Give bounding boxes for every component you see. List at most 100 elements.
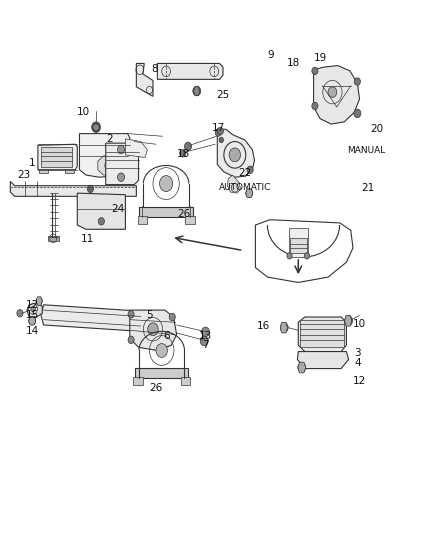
Text: 18: 18: [286, 59, 299, 68]
Polygon shape: [217, 130, 254, 177]
Bar: [39, 169, 48, 173]
Circle shape: [148, 323, 158, 336]
Text: AUTOMATIC: AUTOMATIC: [218, 183, 270, 192]
Text: 12: 12: [352, 376, 365, 386]
Text: 7: 7: [202, 340, 208, 350]
Circle shape: [245, 189, 252, 197]
Circle shape: [17, 310, 23, 317]
Circle shape: [247, 166, 253, 173]
Text: 2: 2: [106, 134, 112, 144]
Bar: [184, 216, 194, 224]
Text: 26: 26: [149, 383, 162, 393]
Circle shape: [304, 253, 309, 259]
Circle shape: [117, 146, 124, 154]
Circle shape: [169, 313, 175, 321]
Circle shape: [311, 67, 317, 75]
Text: 10: 10: [352, 319, 365, 329]
Polygon shape: [92, 124, 99, 131]
Polygon shape: [27, 303, 42, 317]
Circle shape: [297, 363, 305, 372]
Bar: [139, 207, 193, 217]
Polygon shape: [11, 181, 136, 196]
Polygon shape: [125, 139, 147, 158]
Text: 12: 12: [25, 300, 39, 310]
Circle shape: [179, 150, 185, 157]
Text: 19: 19: [313, 53, 326, 63]
Circle shape: [286, 253, 291, 259]
Circle shape: [229, 148, 240, 162]
Text: MANUAL: MANUAL: [346, 146, 385, 155]
Polygon shape: [38, 144, 77, 169]
Text: 9: 9: [267, 50, 274, 60]
Bar: [65, 169, 74, 173]
Polygon shape: [297, 352, 348, 368]
Text: 3: 3: [353, 348, 360, 358]
Text: 15: 15: [25, 310, 39, 320]
Polygon shape: [245, 189, 252, 197]
Text: 22: 22: [238, 168, 251, 179]
Text: 14: 14: [25, 326, 39, 336]
Polygon shape: [297, 362, 305, 373]
Polygon shape: [98, 156, 122, 175]
Text: 24: 24: [111, 204, 124, 214]
Polygon shape: [130, 310, 176, 351]
Bar: [289, 238, 306, 253]
Circle shape: [98, 217, 104, 225]
Bar: [133, 377, 143, 385]
Text: 4: 4: [353, 358, 360, 368]
Circle shape: [128, 336, 134, 344]
Circle shape: [353, 78, 360, 85]
Bar: [135, 368, 187, 378]
Circle shape: [280, 323, 288, 333]
Bar: [288, 228, 307, 257]
Polygon shape: [77, 193, 125, 229]
Text: 13: 13: [198, 330, 212, 341]
Circle shape: [311, 102, 317, 110]
Circle shape: [201, 327, 209, 337]
Circle shape: [107, 163, 113, 168]
Text: 17: 17: [212, 123, 225, 133]
Circle shape: [184, 142, 191, 151]
Text: 8: 8: [151, 64, 158, 74]
Circle shape: [155, 344, 167, 358]
Text: 18: 18: [177, 149, 190, 159]
Bar: [180, 377, 190, 385]
Text: 26: 26: [177, 209, 190, 220]
Polygon shape: [136, 63, 152, 96]
Bar: [300, 320, 343, 348]
Text: 1: 1: [29, 158, 35, 168]
Bar: [138, 216, 147, 224]
Text: 21: 21: [360, 183, 373, 193]
Text: 11: 11: [81, 234, 94, 244]
Text: 20: 20: [370, 124, 383, 134]
Text: 5: 5: [146, 310, 152, 320]
Circle shape: [31, 306, 35, 312]
Text: 23: 23: [17, 170, 30, 180]
Circle shape: [128, 311, 134, 318]
Circle shape: [192, 86, 200, 96]
Circle shape: [92, 122, 100, 133]
Circle shape: [28, 317, 35, 325]
Circle shape: [36, 297, 42, 305]
Circle shape: [219, 138, 223, 143]
Circle shape: [87, 185, 93, 192]
Circle shape: [200, 336, 208, 346]
Polygon shape: [79, 134, 130, 177]
Circle shape: [117, 173, 124, 181]
Circle shape: [217, 127, 223, 135]
Polygon shape: [36, 297, 42, 305]
Text: 25: 25: [216, 90, 229, 100]
Polygon shape: [106, 143, 138, 184]
Circle shape: [159, 175, 172, 191]
Polygon shape: [157, 63, 223, 79]
Polygon shape: [313, 66, 359, 124]
Bar: [48, 236, 59, 241]
Text: 10: 10: [76, 107, 89, 117]
Polygon shape: [280, 322, 287, 333]
Circle shape: [327, 87, 336, 98]
Circle shape: [215, 129, 221, 136]
Polygon shape: [28, 317, 35, 325]
Polygon shape: [227, 175, 240, 193]
Text: 16: 16: [256, 321, 269, 331]
Polygon shape: [344, 316, 351, 326]
